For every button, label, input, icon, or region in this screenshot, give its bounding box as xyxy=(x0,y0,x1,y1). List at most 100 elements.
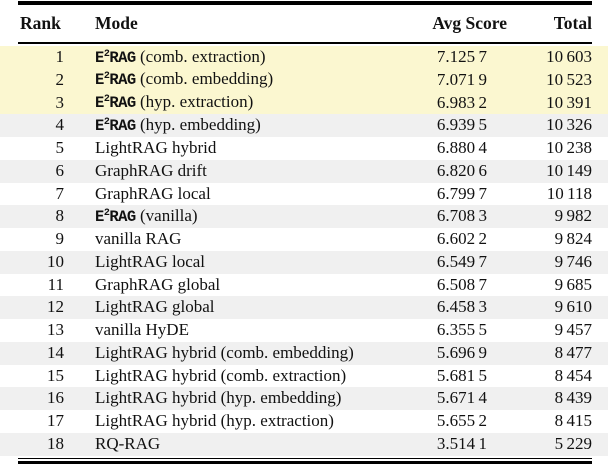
table-row: 18 RQ-RAG 3.514 1 5 229 xyxy=(0,432,608,456)
table-row: 7 GraphRAG local 6.799 7 10 118 xyxy=(0,182,608,206)
e2rag-brand: E2RAG xyxy=(95,71,136,90)
total-cell: 8 454 xyxy=(554,365,592,385)
mode-cell: GraphRAG drift xyxy=(64,160,360,183)
column-header-mode: Mode xyxy=(95,13,138,33)
mode-text: LightRAG local xyxy=(95,251,206,271)
table-row: 3 E2RAG (hyp. extraction) 6.983 2 10 391 xyxy=(0,91,608,115)
table-row: 6 GraphRAG drift 6.820 6 10 149 xyxy=(0,159,608,183)
avg-score-cell: 6.939 5 xyxy=(436,115,487,135)
rank-cell: 8 xyxy=(55,206,65,226)
mode-text: LightRAG global xyxy=(95,297,215,317)
e2rag-brand: E2RAG xyxy=(95,48,136,67)
mode-cell: E2RAG (comb. extraction) xyxy=(64,46,360,70)
column-header-total: Total xyxy=(553,13,592,33)
mode-cell: GraphRAG global xyxy=(64,274,360,297)
total-cell: 10 603 xyxy=(546,47,592,66)
rank-cell: 12 xyxy=(47,297,64,317)
total-cell: 8 439 xyxy=(554,388,592,408)
mode-text: LightRAG hybrid (hyp. extraction) xyxy=(95,411,334,430)
mode-text: LightRAG hybrid (comb. extraction) xyxy=(95,365,347,385)
mode-text: vanilla HyDE xyxy=(95,320,189,339)
column-header-rank: Rank xyxy=(20,13,61,33)
column-header-avg-score: Avg Score xyxy=(432,13,507,33)
table-row: 14 LightRAG hybrid (comb. embedding) 5.696… xyxy=(0,341,608,365)
mode-cell: E2RAG (hyp. extraction) xyxy=(64,91,360,115)
avg-score-cell: 5.671 4 xyxy=(436,388,487,408)
rank-cell: 9 xyxy=(55,229,65,248)
e2rag-superscript: 2 xyxy=(103,48,110,60)
mode-text: GraphRAG drift xyxy=(95,160,207,180)
mode-cell: RQ-RAG xyxy=(64,433,360,456)
mode-cell: GraphRAG local xyxy=(64,183,360,206)
rank-cell: 13 xyxy=(47,320,64,339)
rank-cell: 11 xyxy=(47,274,64,294)
mode-cell: LightRAG global xyxy=(64,296,360,319)
header-rule xyxy=(18,42,592,44)
total-cell: 9 746 xyxy=(554,251,592,271)
avg-score-cell: 3.514 1 xyxy=(436,433,487,453)
table-row: 16 LightRAG hybrid (hyp. embedding) 5.671 … xyxy=(0,387,608,410)
rank-cell: 18 xyxy=(47,433,64,453)
total-cell: 8 415 xyxy=(554,411,592,430)
rank-cell: 15 xyxy=(47,365,64,385)
table-row: 1 E2RAG (comb. extraction) 7.125 7 10 603 xyxy=(0,46,608,69)
table-header-row: Rank Mode Avg Score Total xyxy=(0,5,608,42)
avg-score-cell: 6.799 7 xyxy=(436,183,487,203)
total-cell: 5 229 xyxy=(554,433,592,453)
mode-text: (comb. embedding) xyxy=(139,69,274,89)
rank-cell: 10 xyxy=(47,251,64,271)
avg-score-cell: 6.983 2 xyxy=(436,92,487,112)
mode-cell: vanilla RAG xyxy=(64,228,360,251)
e2rag-brand: E2RAG xyxy=(95,207,136,226)
mode-cell: vanilla HyDE xyxy=(64,319,360,342)
table-row: 9 vanilla RAG 6.602 2 9 824 xyxy=(0,228,608,251)
e2rag-superscript: 2 xyxy=(103,116,110,128)
e2rag-superscript: 2 xyxy=(103,207,110,219)
mode-cell: E2RAG (hyp. embedding) xyxy=(64,114,360,138)
avg-score-cell: 5.696 9 xyxy=(436,342,487,362)
mode-text: (hyp. embedding) xyxy=(139,114,261,134)
avg-score-cell: 6.602 2 xyxy=(436,229,487,248)
mode-text: RQ-RAG xyxy=(95,433,161,453)
table-row: 4 E2RAG (hyp. embedding) 6.939 5 10 326 xyxy=(0,114,608,137)
mode-cell: LightRAG hybrid (hyp. extraction) xyxy=(64,410,360,433)
mode-text: (comb. extraction) xyxy=(139,46,266,66)
rank-cell: 6 xyxy=(55,160,65,180)
total-cell: 9 982 xyxy=(554,206,592,226)
rank-cell: 14 xyxy=(47,342,64,362)
total-cell: 8 477 xyxy=(554,342,592,362)
mode-text: GraphRAG global xyxy=(95,274,221,294)
avg-score-cell: 7.071 9 xyxy=(436,69,487,89)
total-cell: 9 685 xyxy=(554,274,592,294)
avg-score-cell: 6.458 3 xyxy=(436,297,487,317)
table-row: 11 GraphRAG global 6.508 7 9 685 xyxy=(0,273,608,297)
mode-cell: LightRAG hybrid (hyp. embedding) xyxy=(64,387,360,410)
total-cell: 10 391 xyxy=(546,92,592,112)
table-row: 15 LightRAG hybrid (comb. extraction) 5.68… xyxy=(0,364,608,388)
mode-cell: E2RAG (vanilla) xyxy=(64,205,360,229)
mode-text: GraphRAG local xyxy=(95,183,211,203)
bottom-rule-thick xyxy=(18,460,592,464)
table-row: 13 vanilla HyDE 6.355 5 9 457 xyxy=(0,319,608,342)
table-body: 1 E2RAG (comb. extraction) 7.125 7 10 603 2 E… xyxy=(0,46,608,456)
total-cell: 10 326 xyxy=(546,115,592,135)
mode-text: LightRAG hybrid (hyp. embedding) xyxy=(95,388,342,408)
avg-score-cell: 6.508 7 xyxy=(436,274,487,294)
rank-cell: 17 xyxy=(47,411,64,430)
rank-cell: 3 xyxy=(55,92,65,112)
table-row: 5 LightRAG hybrid 6.880 4 10 238 xyxy=(0,137,608,160)
rank-cell: 16 xyxy=(47,388,64,408)
rank-cell: 4 xyxy=(55,115,65,135)
mode-cell: LightRAG local xyxy=(64,251,360,274)
total-cell: 10 523 xyxy=(546,69,592,89)
rank-cell: 1 xyxy=(55,47,65,66)
mode-cell: LightRAG hybrid (comb. extraction) xyxy=(64,365,360,388)
avg-score-cell: 5.681 5 xyxy=(436,365,487,385)
rank-cell: 2 xyxy=(55,69,65,89)
rank-cell: 7 xyxy=(55,183,65,203)
total-cell: 9 824 xyxy=(554,229,592,248)
mode-cell: E2RAG (comb. embedding) xyxy=(64,68,360,92)
total-cell: 10 118 xyxy=(546,183,592,203)
mode-text: LightRAG hybrid xyxy=(95,138,217,157)
